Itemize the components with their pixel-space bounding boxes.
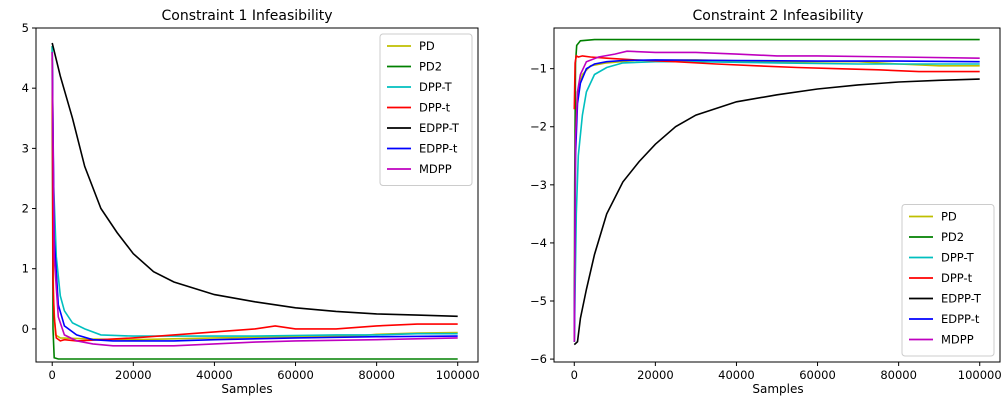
x-tick-label: 80000 — [880, 368, 917, 382]
y-tick-label: 3 — [22, 141, 29, 155]
plot-area — [35, 27, 479, 363]
y-tick-label: 5 — [22, 21, 29, 35]
x-axis-label: Samples — [221, 382, 272, 396]
y-tick-label: −3 — [530, 178, 547, 192]
x-tick-label: 0 — [571, 368, 578, 382]
legend: PD PD2 DPP-T DPP-t EDPP-T EDPP-t MDPP — [901, 204, 995, 357]
y-tick-label: −5 — [530, 294, 547, 308]
plot-frame — [553, 27, 1001, 363]
chart-title: Constraint 2 Infeasibility — [692, 8, 863, 24]
legend-label: MDPP — [941, 333, 974, 347]
chart-title: Constraint 1 Infeasibility — [161, 8, 332, 24]
x-tick-label: 100000 — [958, 368, 1002, 382]
series-line-mdpp — [51, 52, 458, 347]
x-tick-label: 0 — [49, 368, 56, 382]
y-tick-label: −6 — [530, 352, 547, 366]
series-line-dpp-t — [573, 60, 980, 342]
legend-label: DPP-t — [941, 271, 973, 285]
chart-panel-constraint-2: Constraint 2 Infeasibility −6−5−4−3−2−1 … — [530, 8, 1002, 396]
series-line-dpp-t — [51, 58, 458, 342]
chart-panel-constraint-1: Constraint 1 Infeasibility 0 1 2 3 4 5 0 20000… — [22, 8, 480, 396]
legend-label: PD2 — [419, 60, 442, 74]
x-tick-label: 80000 — [358, 368, 395, 382]
legend-label: EDPP-T — [419, 121, 460, 135]
y-axis: −6 −5 −4 −3 −2 −1 — [530, 62, 554, 366]
y-tick-label: 1 — [22, 262, 29, 276]
x-tick-label: 40000 — [196, 368, 233, 382]
x-tick-label: 40000 — [718, 368, 755, 382]
series-line-edpp-t — [51, 52, 458, 342]
legend-label: PD2 — [941, 230, 964, 244]
y-tick-label: −2 — [530, 120, 547, 134]
x-tick-label: 100000 — [436, 368, 480, 382]
x-axis: 0 20000 40000 60000 80000 100000 — [49, 362, 480, 382]
legend-label: EDPP-t — [941, 312, 980, 326]
legend-label: EDPP-T — [941, 292, 982, 306]
series-line-pd2 — [51, 46, 458, 360]
legend-label: EDPP-t — [419, 142, 458, 156]
legend-label: DPP-T — [941, 251, 975, 265]
x-axis: 0 20000 40000 60000 80000 100000 — [571, 362, 1002, 382]
x-axis-label: Samples — [752, 382, 803, 396]
plot-area — [553, 27, 1001, 363]
series-line-mdpp — [573, 50, 980, 342]
y-tick-label: −4 — [530, 236, 547, 250]
y-tick-label: 0 — [22, 322, 29, 336]
legend-label: DPP-t — [419, 101, 451, 115]
legend: PD PD2 DPP-T DPP-t EDPP-T EDPP-t MDPP — [379, 33, 473, 186]
y-tick-label: 2 — [22, 202, 29, 216]
legend-label: DPP-T — [419, 80, 453, 94]
x-tick-label: 20000 — [637, 368, 674, 382]
y-tick-label: 4 — [22, 81, 29, 95]
y-axis: 0 1 2 3 4 5 — [22, 21, 36, 336]
series-line-dpp-t — [51, 46, 458, 337]
y-tick-label: −1 — [530, 62, 547, 76]
x-tick-label: 60000 — [277, 368, 314, 382]
legend-label: MDPP — [419, 162, 452, 176]
x-tick-label: 60000 — [799, 368, 836, 382]
legend-label: PD — [419, 39, 435, 53]
series-line-edpp-t — [51, 42, 458, 318]
series-line-edpp-t — [573, 78, 980, 346]
series-line-dpp-t — [573, 54, 980, 110]
plot-frame — [35, 27, 479, 363]
legend-label: PD — [941, 210, 957, 224]
x-tick-label: 20000 — [115, 368, 152, 382]
